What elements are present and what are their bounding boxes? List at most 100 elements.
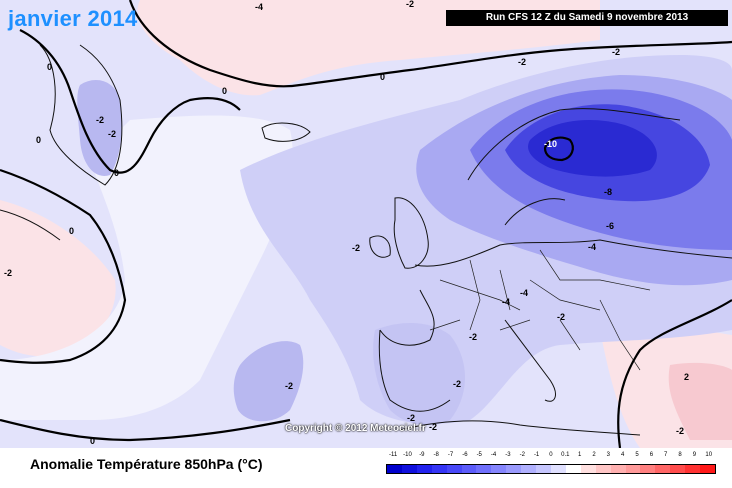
warm-area-canada <box>0 200 116 357</box>
neutral-area-atlantic <box>0 115 293 420</box>
contour-label: 0 <box>114 168 119 178</box>
legend-tick-label: -1 <box>533 452 540 458</box>
legend-color-swatch <box>506 465 522 473</box>
legend-tick-label: -7 <box>447 452 454 458</box>
legend-tick-label: 0 <box>549 452 553 458</box>
legend-tick-label: 5 <box>635 452 639 458</box>
contour-label: -2 <box>285 381 293 391</box>
color-scale-legend: -11 -10 -9 -8 -7 -6 -5 -4 -3 -2 -1 0 0.1 1 2 3 4 5 6 7 8 9 10 <box>386 452 716 474</box>
legend-color-swatch <box>476 465 492 473</box>
contour-label: 2 <box>684 372 689 382</box>
legend-tick-label: -11 <box>389 452 398 458</box>
legend-tick-label: 0.1 <box>561 452 570 458</box>
legend-color-swatch <box>550 465 566 473</box>
country-borders <box>429 249 651 371</box>
warm-area-east-core <box>668 362 732 440</box>
coast-iceland <box>261 122 311 142</box>
legend-tick-label: 9 <box>692 452 697 458</box>
legend-tick-label: 6 <box>649 452 654 458</box>
legend-color-swatch <box>565 465 581 473</box>
legend-ticks: -11 -10 -9 -8 -7 -6 -5 -4 -3 -2 -1 0 0.1 1 2 3 4 5 6 7 8 9 10 <box>386 452 716 458</box>
legend-color-swatch <box>580 465 596 473</box>
contour-label: -2 <box>469 332 477 342</box>
legend-tick-label: 1 <box>577 452 582 458</box>
legend-caption: Anomalie Température 850hPa (°C) <box>30 456 263 472</box>
legend-color-swatch <box>595 465 611 473</box>
zero-contour-canada <box>0 168 127 364</box>
contour-label: -2 <box>96 115 104 125</box>
contour-label: 0 <box>47 62 52 72</box>
legend-color-swatch <box>521 465 537 473</box>
legend-color-swatch <box>640 465 656 473</box>
contour-label: -2 <box>352 243 360 253</box>
legend-tick-label: 8 <box>678 452 682 458</box>
legend-tick-label: -8 <box>433 452 439 458</box>
legend-color-swatch <box>491 465 507 473</box>
contour-label: 0 <box>69 226 74 236</box>
contour-label: 0 <box>222 86 227 96</box>
legend-color-swatch <box>610 465 626 473</box>
legend-color-swatch <box>625 465 641 473</box>
contour-label: -4 <box>255 2 263 12</box>
contour-label: -2 <box>518 57 526 67</box>
cold-area-atlantic-sw <box>233 341 304 422</box>
zero-contour-greenland <box>19 29 241 174</box>
legend-tick-label: -3 <box>505 452 511 458</box>
coastlines <box>0 44 732 436</box>
legend-color-swatch <box>446 465 462 473</box>
zero-contours <box>0 0 732 448</box>
contour-label: -10 <box>544 139 557 149</box>
legend-tick-label: -6 <box>462 452 468 458</box>
legend-tick-label: -9 <box>419 452 425 458</box>
legend-tick-label: -2 <box>519 452 525 458</box>
coast-greenland <box>39 44 123 186</box>
cold-area-scandinavia-deep <box>528 120 657 177</box>
legend-tick-label: 7 <box>664 452 668 458</box>
contour-label: -6 <box>606 221 614 231</box>
temperature-anomaly-map: 0 -2 -2 0 0 -2 0 -2 -2 -10 -8 -6 -4 -2 -… <box>0 0 732 448</box>
copyright-text: Copyright © 2012 Meteociel.fr <box>285 423 426 434</box>
legend-color-swatch <box>461 465 477 473</box>
legend-tick-label: -10 <box>403 452 412 458</box>
contour-label: -2 <box>557 312 565 322</box>
legend-color-swatch <box>431 465 447 473</box>
contour-labels: 0 -2 -2 0 0 -2 0 -2 -2 -10 -8 -6 -4 -2 -… <box>4 0 689 446</box>
map-title: janvier 2014 <box>8 6 138 31</box>
contour-label: 0 <box>36 135 41 145</box>
legend-color-swatch <box>655 465 671 473</box>
coast-scandinavia <box>467 108 681 226</box>
contour-label: -2 <box>108 129 116 139</box>
legend-tick-label: 3 <box>606 452 610 458</box>
cold-area-iberia <box>373 323 465 426</box>
coast-iberia <box>378 329 451 412</box>
legend-tick-label: -4 <box>490 452 497 458</box>
contour-label: -4 <box>520 288 528 298</box>
run-info-banner: Run CFS 12 Z du Samedi 9 novembre 2013 <box>446 10 728 26</box>
contour-label: -2 <box>612 47 620 57</box>
coast-british-isles <box>369 197 429 269</box>
zero-contour-north <box>128 0 732 88</box>
legend-color-bar <box>386 464 716 474</box>
legend-tick-label: 2 <box>592 452 596 458</box>
legend-color-swatch <box>700 465 715 473</box>
legend-color-swatch <box>685 465 701 473</box>
contour-label: -2 <box>406 0 414 9</box>
legend-color-swatch <box>416 465 432 473</box>
legend-tick-label: 10 <box>705 452 713 458</box>
cold-area-greenland <box>77 80 122 176</box>
contour-label: -2 <box>407 413 415 423</box>
legend-color-swatch <box>670 465 686 473</box>
contour-label: -2 <box>453 379 461 389</box>
coast-africa <box>399 420 641 436</box>
contour-label: -2 <box>676 426 684 436</box>
contour-label: 0 <box>380 72 385 82</box>
legend-color-swatch <box>536 465 551 473</box>
coast-europe <box>379 239 732 346</box>
zero-contour-south <box>0 418 291 442</box>
contour-label: -4 <box>502 297 510 307</box>
coast-italy <box>504 319 556 402</box>
coast-canada <box>0 209 61 241</box>
cold-core-contour <box>543 136 574 162</box>
contour-label: 0 <box>90 436 95 446</box>
